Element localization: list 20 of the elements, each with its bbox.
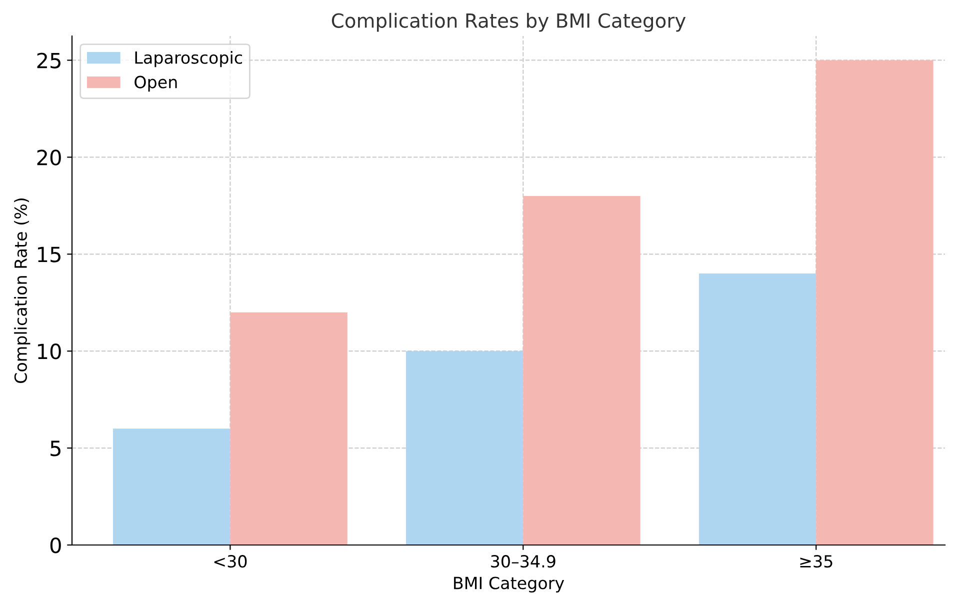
bar <box>698 274 816 545</box>
y-tick-label: 5 <box>50 440 60 456</box>
y-axis-title: Complication Rate (%) <box>14 198 30 383</box>
bar <box>113 428 230 545</box>
x-tick-label: ≥35 <box>800 555 832 568</box>
y-tick-label: 15 <box>38 246 60 262</box>
y-tick-label: 0 <box>50 537 61 554</box>
y-tick-label: 25 <box>37 52 60 68</box>
y-tick-label: 10 <box>38 344 61 360</box>
bar <box>816 60 934 545</box>
bar <box>230 312 348 545</box>
x-tick-label: 30–34.9 <box>491 555 556 568</box>
y-tick-label: 20 <box>37 150 61 166</box>
chart-title: Complication Rates by BMI Category <box>332 12 686 32</box>
x-tick-label: <30 <box>214 555 247 568</box>
bar <box>406 351 524 545</box>
legend-label: Laparoscopic <box>135 51 242 68</box>
bar <box>523 196 640 545</box>
legend-label: Open <box>134 76 177 92</box>
x-axis-title: BMI Category <box>454 576 564 593</box>
